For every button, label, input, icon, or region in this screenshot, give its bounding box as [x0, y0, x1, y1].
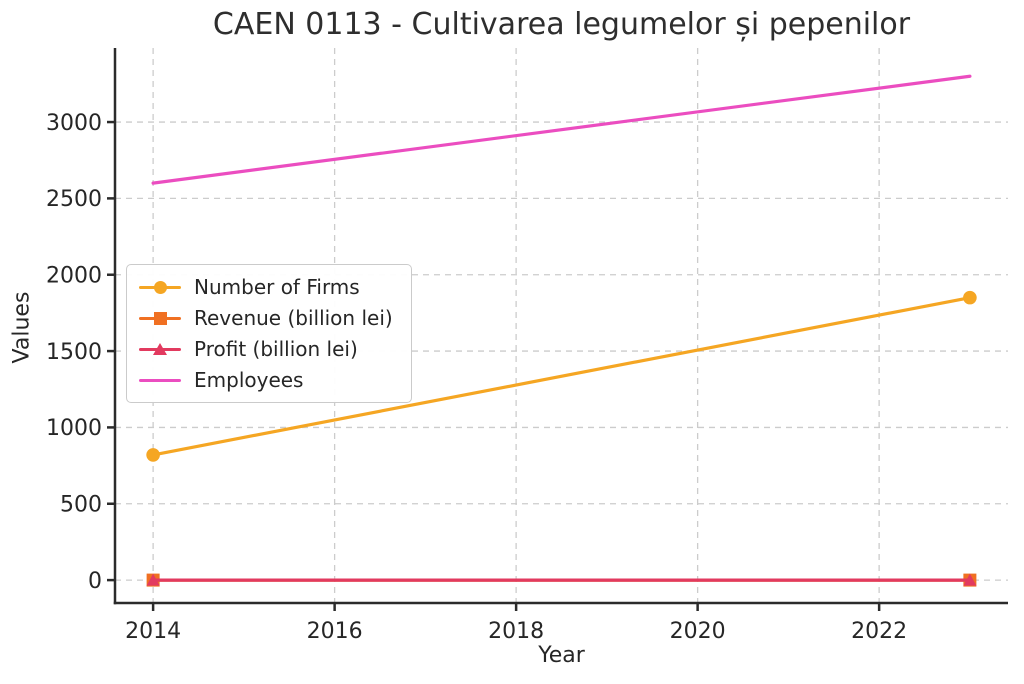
y-tick-label-1500: 1500 [46, 340, 102, 365]
x-axis-label: Year [538, 643, 585, 668]
legend-item-label: Revenue (billion lei) [194, 306, 393, 330]
y-tick-label-1000: 1000 [46, 416, 102, 441]
marker-circle-number-of-firms [963, 290, 977, 305]
legend: Number of Firms Revenue (billion lei) Prof… [126, 264, 412, 403]
legend-item-label: Profit (billion lei) [194, 337, 358, 361]
legend-swatch [139, 310, 181, 326]
legend-swatch [139, 279, 181, 295]
x-tick-label-2020: 2020 [670, 619, 726, 644]
y-tick-label-500: 500 [60, 492, 102, 517]
legend-item-label: Number of Firms [194, 275, 360, 299]
marker-circle-number-of-firms [146, 448, 160, 462]
legend-line-icon [139, 378, 181, 382]
series-line-employees [151, 74, 972, 185]
triangle-marker-icon [153, 343, 167, 355]
marker-triangle-profit-billion-lei [146, 573, 160, 586]
y-tick-label-2000: 2000 [46, 263, 102, 288]
x-tick-label-2014: 2014 [125, 619, 181, 644]
y-tick-label-2500: 2500 [46, 187, 102, 212]
legend-item-label: Employees [194, 368, 304, 392]
y-tick-label-3000: 3000 [46, 111, 102, 136]
x-tick-label-2022: 2022 [851, 619, 907, 644]
x-tick-label-2016: 2016 [307, 619, 363, 644]
series-line-number-of-firms [151, 296, 972, 457]
legend-item-revenue-billion-lei: Revenue (billion lei) [139, 305, 393, 331]
legend-item-number-of-firms: Number of Firms [139, 274, 393, 300]
square-marker-icon [153, 311, 167, 325]
x-tick-label-2018: 2018 [488, 619, 544, 644]
y-axis-label: Values [9, 291, 35, 364]
chart-title: CAEN 0113 - Cultivarea legumelor și pepe… [212, 7, 911, 42]
circle-marker-icon [153, 280, 167, 294]
legend-swatch [139, 372, 181, 388]
legend-item-profit-billion-lei: Profit (billion lei) [139, 336, 393, 362]
legend-swatch [139, 341, 181, 357]
y-tick-label-0: 0 [88, 569, 102, 594]
marker-triangle-profit-billion-lei [963, 573, 977, 586]
legend-item-employees: Employees [139, 367, 393, 393]
